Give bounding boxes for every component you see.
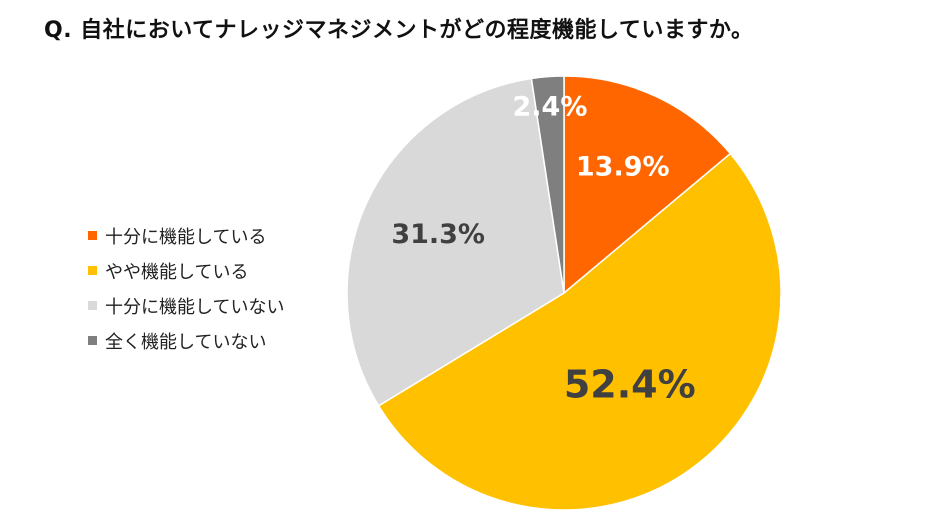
legend-swatch bbox=[88, 336, 97, 345]
legend-item: 全く機能していない bbox=[88, 323, 284, 358]
legend-item: やや機能している bbox=[88, 253, 284, 288]
legend-label: 十分に機能していない bbox=[105, 296, 285, 318]
chart-title: Q. 自社においてナレッジマネジメントがどの程度機能していますか。 bbox=[44, 18, 754, 43]
legend-swatch bbox=[88, 231, 97, 240]
pie-slice bbox=[377, 152, 782, 511]
data-label: 31.3% bbox=[391, 219, 485, 250]
legend-swatch bbox=[88, 266, 97, 275]
legend: 十分に機能している やや機能している 十分に機能していない 全く機能していない bbox=[88, 218, 284, 358]
pie-slice bbox=[346, 77, 565, 407]
legend-item: 十分に機能していない bbox=[88, 288, 284, 323]
data-label: 52.4% bbox=[564, 363, 696, 407]
legend-label: やや機能している bbox=[105, 261, 249, 283]
pie-slice bbox=[563, 75, 732, 295]
legend-swatch bbox=[88, 301, 97, 310]
data-label: 13.9% bbox=[576, 152, 670, 183]
legend-item: 十分に機能している bbox=[88, 218, 284, 253]
legend-label: 全く機能していない bbox=[105, 331, 267, 353]
pie-slice bbox=[530, 75, 565, 294]
legend-label: 十分に機能している bbox=[105, 226, 267, 248]
data-label: 2.4% bbox=[512, 91, 587, 122]
